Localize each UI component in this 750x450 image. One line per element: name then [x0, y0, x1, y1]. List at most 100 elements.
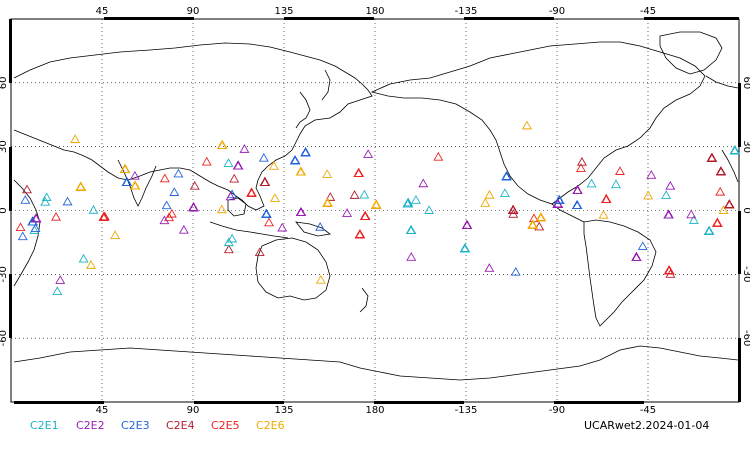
observation-marker [534, 221, 545, 231]
observation-marker [227, 233, 238, 243]
observation-marker [406, 252, 417, 261]
observation-marker [610, 179, 621, 189]
new-zealand-outline [359, 287, 369, 313]
observation-marker [501, 171, 512, 181]
observation-marker [290, 155, 301, 165]
legend-entry-c2e4: C2E4 [166, 419, 195, 432]
observation-marker [130, 180, 141, 190]
observation-marker [715, 166, 726, 176]
observation-marker [55, 275, 66, 284]
observation-marker [166, 208, 177, 218]
observation-marker [201, 156, 212, 166]
europe-outline [705, 75, 739, 89]
observation-marker [406, 225, 417, 235]
observation-marker [223, 237, 234, 247]
observation-marker [724, 199, 735, 209]
observation-marker [354, 229, 365, 239]
observation-marker [188, 202, 199, 212]
observation-marker [510, 266, 521, 276]
left-lat-label: 30 [0, 140, 9, 153]
observation-marker [325, 192, 336, 201]
observation-marker [86, 260, 97, 269]
observation-marker [31, 213, 42, 223]
observation-marker [88, 205, 99, 214]
observation-marker [164, 212, 174, 222]
observation-marker [258, 152, 269, 162]
observation-marker [402, 198, 413, 208]
top-lon-label: 180 [365, 6, 384, 17]
bottom-lon-label: 135 [274, 405, 293, 416]
observation-marker [52, 286, 63, 296]
observation-marker [225, 191, 236, 201]
observation-marker [268, 161, 279, 170]
observation-marker [363, 149, 374, 158]
greenland-outline [659, 31, 723, 75]
observation-marker [229, 173, 240, 183]
bottom-lon-label: 45 [96, 405, 109, 416]
observation-marker [718, 205, 729, 215]
right-latitude-labels: 60 30 0 -30 -60 [741, 76, 750, 346]
observation-marker [41, 192, 52, 202]
observation-marker [462, 220, 473, 229]
observation-marker [663, 209, 674, 219]
eurasia-outline [13, 42, 373, 211]
top-lon-label: 90 [187, 6, 200, 17]
right-lat-label: 60 [741, 76, 750, 89]
borneo-outline [227, 197, 247, 217]
left-lat-label: -60 [0, 330, 9, 346]
right-lat-label: -60 [741, 330, 750, 346]
legend-entry-c2e2: C2E2 [76, 419, 105, 432]
observation-marker [30, 223, 41, 233]
south-america-outline [583, 219, 657, 327]
right-lat-label: 0 [741, 207, 750, 213]
observation-marker [17, 231, 28, 241]
observation-marker [704, 226, 715, 235]
observation-triangles [15, 120, 740, 296]
antarctica-outline [13, 345, 739, 381]
observation-marker [75, 181, 86, 191]
observation-marker [484, 189, 495, 199]
observation-marker [637, 241, 648, 250]
gridlines [11, 19, 739, 402]
observation-marker [51, 211, 62, 221]
observation-marker [295, 166, 306, 176]
observation-marker [27, 216, 38, 226]
left-lat-label: 60 [0, 76, 9, 89]
observation-marker [712, 218, 723, 227]
observation-marker [528, 213, 539, 223]
observation-marker [631, 252, 642, 261]
observation-marker [459, 243, 470, 253]
observation-marker [173, 168, 184, 178]
kamchatka-outline [321, 69, 331, 101]
top-lon-label: -90 [549, 6, 565, 17]
observation-marker [223, 244, 234, 254]
observation-marker [572, 185, 583, 194]
observation-marker [688, 215, 699, 224]
bottom-lon-label: 90 [187, 405, 200, 416]
observation-marker [371, 199, 382, 209]
observation-marker [598, 209, 609, 219]
observation-marker [433, 151, 444, 161]
observation-marker [261, 209, 272, 218]
observation-marker [263, 217, 274, 227]
top-lon-label: 45 [96, 6, 109, 17]
observation-marker [410, 195, 421, 204]
observation-marker [70, 134, 81, 143]
observation-marker [322, 169, 333, 178]
observation-marker [342, 208, 353, 217]
new-guinea-outline [295, 221, 331, 237]
observation-marker [254, 247, 265, 257]
observation-marker [259, 177, 270, 186]
australia-outline [255, 237, 331, 301]
observation-marker [646, 170, 657, 179]
legend-entry-c2e6: C2E6 [256, 419, 285, 432]
observation-marker [233, 160, 244, 170]
japan-outline [295, 91, 311, 129]
observation-marker [614, 166, 625, 175]
top-frame-bar [104, 17, 739, 20]
bottom-lon-label: -90 [549, 405, 565, 416]
observation-marker [706, 152, 717, 162]
observation-marker [277, 222, 288, 232]
